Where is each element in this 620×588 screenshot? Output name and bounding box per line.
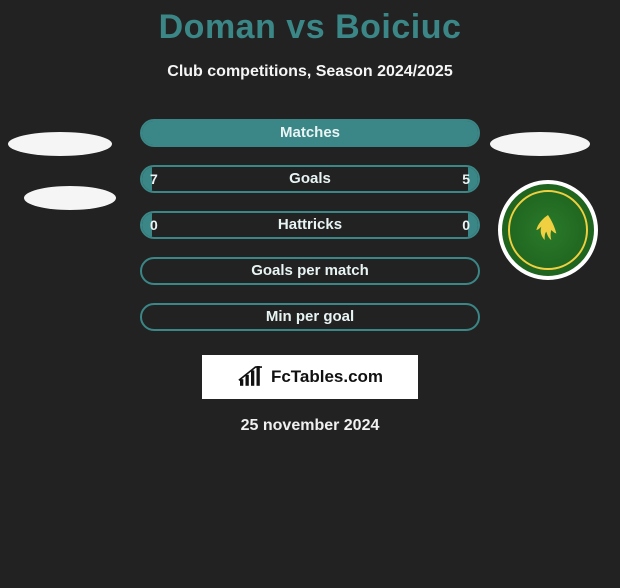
bar-row-goals-per-match: Goals per match <box>0 257 620 303</box>
page-title: Doman vs Boiciuc <box>0 8 620 47</box>
bar-value-right: 0 <box>462 213 470 237</box>
bar-value-right: 5 <box>462 167 470 191</box>
bar-row-goals: 7 Goals 5 <box>0 165 620 211</box>
bar-label: Min per goal <box>142 305 478 329</box>
bars-area: Matches 7 Goals 5 0 Hattricks 0 <box>0 119 620 349</box>
bar-row-matches: Matches <box>0 119 620 165</box>
bar-label: Goals per match <box>142 259 478 283</box>
page-subtitle: Club competitions, Season 2024/2025 <box>0 63 620 81</box>
bar-label: Hattricks <box>142 213 478 237</box>
bar-row-min-per-goal: Min per goal <box>0 303 620 349</box>
bar-chart-icon <box>237 366 265 388</box>
bar-label: Goals <box>142 167 478 191</box>
date-line: 25 november 2024 <box>0 417 620 435</box>
bar-track: Matches <box>140 119 480 147</box>
bar-row-hattricks: 0 Hattricks 0 <box>0 211 620 257</box>
bar-label: Matches <box>142 121 478 145</box>
bar-track: Min per goal <box>140 303 480 331</box>
source-logo-text: FcTables.com <box>271 367 383 387</box>
bar-track: 7 Goals 5 <box>140 165 480 193</box>
bar-track: 0 Hattricks 0 <box>140 211 480 239</box>
bar-track: Goals per match <box>140 257 480 285</box>
infographic-canvas: Doman vs Boiciuc Club competitions, Seas… <box>0 8 620 588</box>
source-logo: FcTables.com <box>202 355 418 399</box>
